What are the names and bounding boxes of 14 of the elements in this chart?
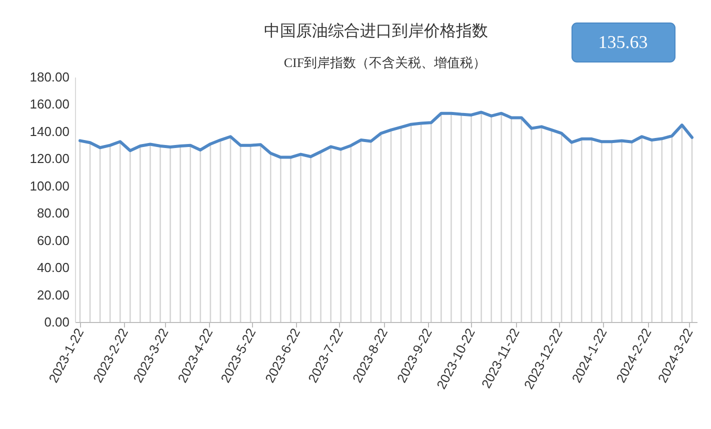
y-tick-label: 0.00 (44, 314, 70, 330)
line-series (78, 110, 694, 159)
y-tick-label: 20.00 (36, 287, 70, 302)
y-tick-label: 120.00 (30, 151, 70, 166)
y-tick-label: 100.00 (30, 178, 70, 194)
chart-title: 中国原油综合进口到岸价格指数 (264, 22, 488, 40)
y-tick-label: 60.00 (36, 232, 70, 248)
y-tick-label: 80.00 (36, 206, 70, 221)
y-tick-label: 180.00 (30, 70, 70, 84)
y-tick-label: 40.00 (36, 260, 70, 276)
y-tick-label: 140.00 (30, 124, 70, 139)
y-tick-label: 160.00 (30, 96, 70, 112)
text: 135.63 (598, 32, 648, 52)
chart-subtitle: CIF到岸指数（不含关税、增值税） (284, 55, 486, 70)
